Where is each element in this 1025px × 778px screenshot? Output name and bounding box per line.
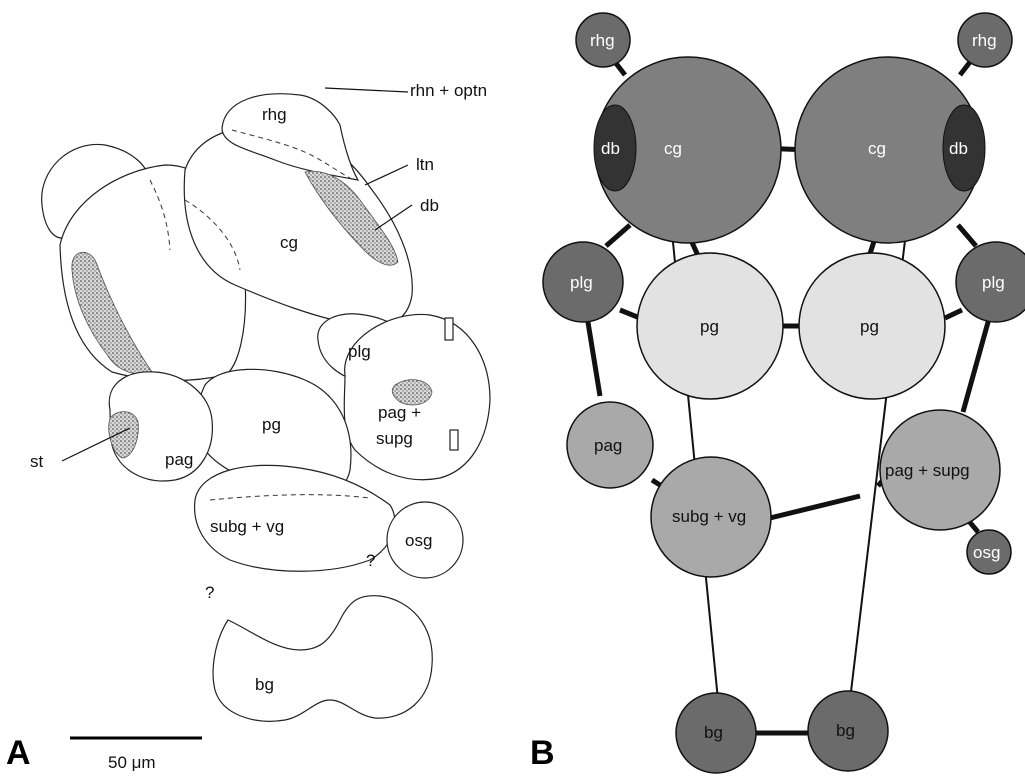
label-st: st <box>30 452 44 471</box>
node-db-left <box>593 104 637 192</box>
label-plg-a: plg <box>348 342 371 361</box>
scale-bar-label: 50 μm <box>108 753 156 772</box>
node-bg-left <box>675 692 757 774</box>
node-pg-left <box>636 252 784 400</box>
node-rhg-right <box>957 12 1013 68</box>
label-plg-right: plg <box>982 273 1005 292</box>
node-db-right <box>942 104 986 192</box>
rhg-outline <box>221 93 360 181</box>
label-pag-a: pag <box>165 450 193 469</box>
label-bg-left: bg <box>704 723 723 742</box>
label-osg-a: osg <box>405 531 432 550</box>
label-db-left: db <box>601 139 620 158</box>
label-rhg-left: rhg <box>590 31 615 50</box>
label-rhn-optn: rhn + optn <box>410 81 487 100</box>
label-q2: ? <box>366 551 375 570</box>
label-cg-right: cg <box>868 139 886 158</box>
node-pg-right <box>798 252 946 400</box>
osg-outline <box>386 501 464 579</box>
label-db-a: db <box>420 196 439 215</box>
node-pag-left <box>566 401 654 489</box>
node-rhg-left <box>575 12 631 68</box>
bg-outline <box>212 595 433 722</box>
label-db-right: db <box>949 139 968 158</box>
panel-b-schematic: rhg rhg cg cg db db plg plg pg pg pag pa… <box>530 12 1025 774</box>
label-bg-right: bg <box>836 721 855 740</box>
label-bg-a: bg <box>255 675 274 694</box>
label-subg-vg-a: subg + vg <box>210 517 284 536</box>
label-plg-left: plg <box>570 273 593 292</box>
label-pag-supg-line1: pag + <box>378 403 421 422</box>
label-pag-left: pag <box>594 436 622 455</box>
node-subg-vg <box>650 456 772 578</box>
label-rhg-a: rhg <box>262 105 287 124</box>
label-cg-left: cg <box>664 139 682 158</box>
node-osg <box>966 529 1012 575</box>
label-pag-supg-line2: supg <box>376 429 413 448</box>
db-stipple <box>304 170 399 266</box>
label-ltn: ltn <box>416 155 434 174</box>
node-pag-supg-right <box>879 409 1001 531</box>
node-plg-left <box>542 241 624 323</box>
label-pg-right: pg <box>860 317 879 336</box>
panel-a-letter: A <box>6 734 31 772</box>
label-subg-vg-b: subg + vg <box>672 507 746 526</box>
panel-a-drawing: rhn + optn rhg ltn db cg plg pag + supg … <box>6 81 491 772</box>
panel-b-letter: B <box>530 734 555 772</box>
label-pg-a: pg <box>262 415 281 434</box>
label-cg-a: cg <box>280 233 298 252</box>
label-osg-b: osg <box>973 543 1000 562</box>
label-q1: ? <box>205 583 214 602</box>
node-bg-right <box>807 690 889 772</box>
label-pg-left: pg <box>700 317 719 336</box>
label-rhg-right: rhg <box>972 31 997 50</box>
node-plg-right <box>955 241 1025 323</box>
label-pag-supg-right: pag + supg <box>885 461 970 480</box>
